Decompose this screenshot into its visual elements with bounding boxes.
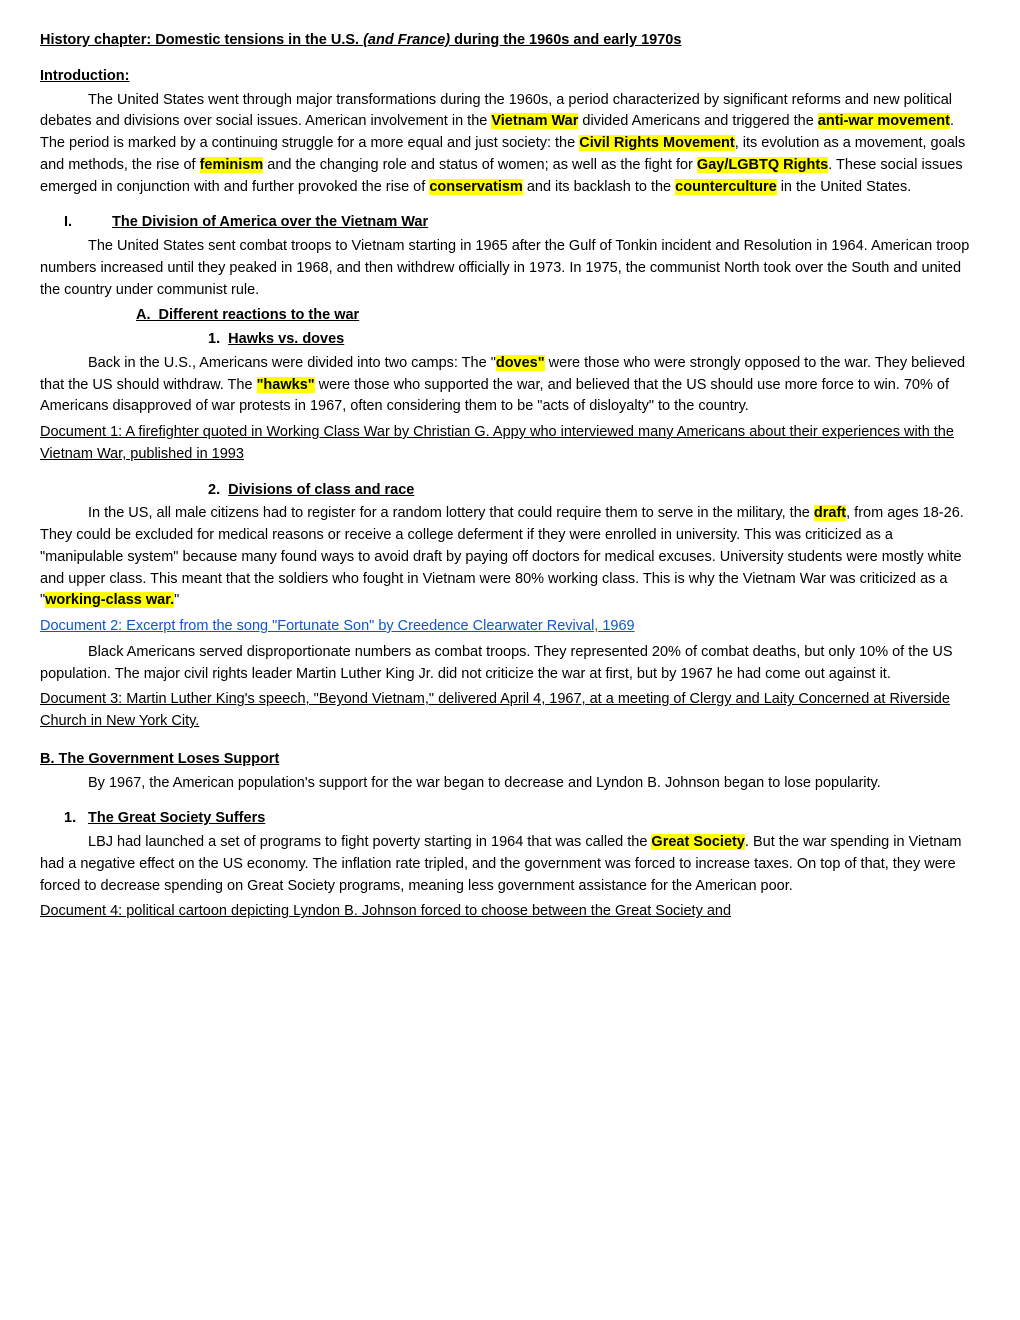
document-1-reference: Document 1: A firefighter quoted in Work… [40,422,980,466]
title-part2: during the 1960s and early 1970s [450,32,681,48]
highlight-conservatism: conservatism [429,179,523,195]
highlight-great-society: Great Society [651,834,745,850]
page-title: History chapter: Domestic tensions in th… [40,30,980,52]
highlight-gay-lgbtq-rights: Gay/LGBTQ Rights [697,157,828,173]
highlight-vietnam-war: Vietnam War [491,113,578,129]
great-society-paragraph: LBJ had launched a set of programs to fi… [40,832,980,897]
highlight-hawks: "hawks" [257,377,315,393]
roman-text: The Division of America over the Vietnam… [112,212,428,234]
class-race-paragraph-1: In the US, all male citizens had to regi… [40,503,980,612]
sub-num-marker: 1. [208,331,228,347]
section-I-paragraph: The United States sent combat troops to … [40,236,980,301]
sub-num-text: Divisions of class and race [228,482,414,498]
subsection-2-heading: 2. Divisions of class and race [40,480,980,502]
intro-text: in the United States. [777,179,912,195]
document-2-link[interactable]: Document 2: Excerpt from the song "Fortu… [40,618,635,634]
class-race-paragraph-2: Black Americans served disproportionate … [40,642,980,686]
subsection-A-heading: A. Different reactions to the war [40,305,980,327]
roman-marker: I. [40,212,112,234]
highlight-working-class-war: working-class war. [45,592,174,608]
document-4-reference: Document 4: political cartoon depicting … [40,901,980,923]
intro-text: divided Americans and triggered the [578,113,817,129]
title-italic: (and France) [363,32,450,48]
section-B-heading: B. The Government Loses Support [40,749,980,771]
section-I-heading: I. The Division of America over the Viet… [40,212,980,234]
gs-text: LBJ had launched a set of programs to fi… [88,834,651,850]
highlight-counterculture: counterculture [675,179,777,195]
highlight-feminism: feminism [200,157,264,173]
document-3-reference: Document 3: Martin Luther King's speech,… [40,689,980,733]
sub-num-marker: 2. [208,482,228,498]
title-part1: History chapter: Domestic tensions in th… [40,32,363,48]
hawks-text: Back in the U.S., Americans were divided… [88,355,496,371]
introduction-paragraph: The United States went through major tra… [40,90,980,199]
document-2-reference[interactable]: Document 2: Excerpt from the song "Fortu… [40,616,980,638]
sub-num-text: Hawks vs. doves [228,331,344,347]
hawks-doves-paragraph: Back in the U.S., Americans were divided… [40,353,980,418]
subsection-1-heading: 1. Hawks vs. doves [40,329,980,351]
intro-text: and the changing role and status of wome… [263,157,697,173]
highlight-draft: draft [814,505,846,521]
introduction-heading: Introduction: [40,66,980,88]
class-text: " [174,592,179,608]
num-text: The Great Society Suffers [88,808,265,830]
highlight-civil-rights-movement: Civil Rights Movement [579,135,735,151]
highlight-doves: doves" [496,355,545,371]
num-marker: 1. [64,808,88,830]
intro-text: and its backlash to the [523,179,675,195]
section-B-paragraph: By 1967, the American population's suppo… [40,773,980,795]
highlight-antiwar-movement: anti-war movement [818,113,950,129]
class-text: In the US, all male citizens had to regi… [88,505,814,521]
subsection-B1-heading: 1. The Great Society Suffers [40,808,980,830]
